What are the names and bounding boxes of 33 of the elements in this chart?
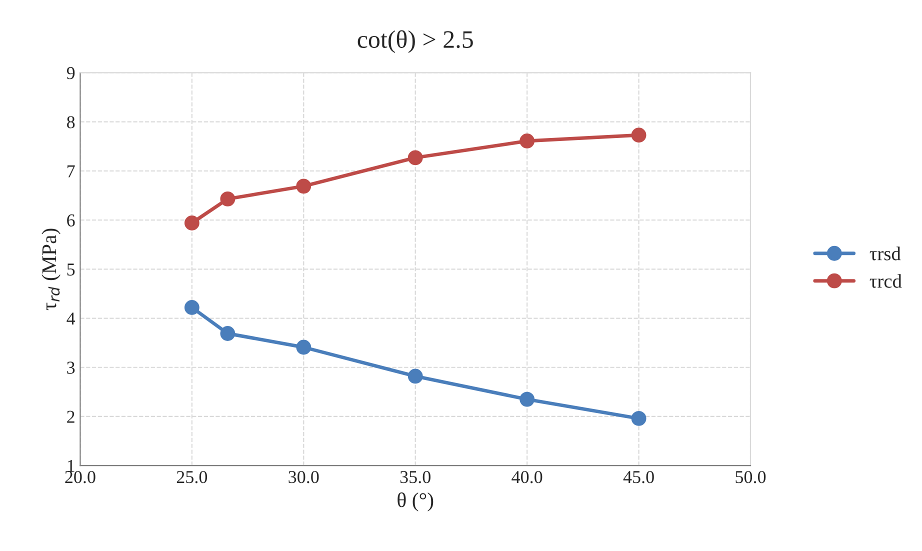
y-tick-label: 6: [67, 214, 75, 226]
x-axis-title: θ (°): [398, 492, 434, 512]
y-tick-label: 3: [67, 362, 75, 374]
point: [520, 134, 535, 148]
point: [220, 326, 236, 341]
x-tick-label: 30.0: [288, 470, 319, 484]
point: [631, 128, 646, 143]
y-tick-label: 8: [67, 116, 75, 128]
point: [184, 300, 200, 315]
point: [220, 191, 236, 206]
x-tick-label: 20.0: [65, 470, 96, 484]
point: [631, 410, 646, 426]
x-tick-label: 25.0: [176, 470, 208, 484]
point: [184, 216, 200, 230]
point: [520, 392, 535, 407]
x-tick-label: 45.0: [623, 470, 654, 484]
x-tick-label: 40.0: [512, 470, 542, 484]
y-tick-label: 2: [67, 410, 74, 423]
point: [296, 178, 312, 194]
legend-label: τrsd: [870, 246, 901, 260]
x-tick-label: 50.0: [736, 470, 766, 484]
y-tick-label: 4: [66, 312, 76, 325]
y-tick-label: 5: [67, 264, 75, 276]
y-tick-label: 7: [68, 165, 75, 178]
x-tick-label: 35.0: [400, 470, 430, 484]
y-axis-title: τ$_{rd}$ (MPa): [42, 228, 60, 310]
point: [408, 368, 423, 384]
point: [296, 340, 312, 355]
point: [408, 150, 423, 166]
chart-title: cot(θ) > 2.5: [358, 30, 473, 54]
y-tick-label: 1: [68, 460, 74, 472]
legend-label: τrcd: [870, 274, 902, 288]
y-tick-label: 9: [66, 67, 75, 80]
